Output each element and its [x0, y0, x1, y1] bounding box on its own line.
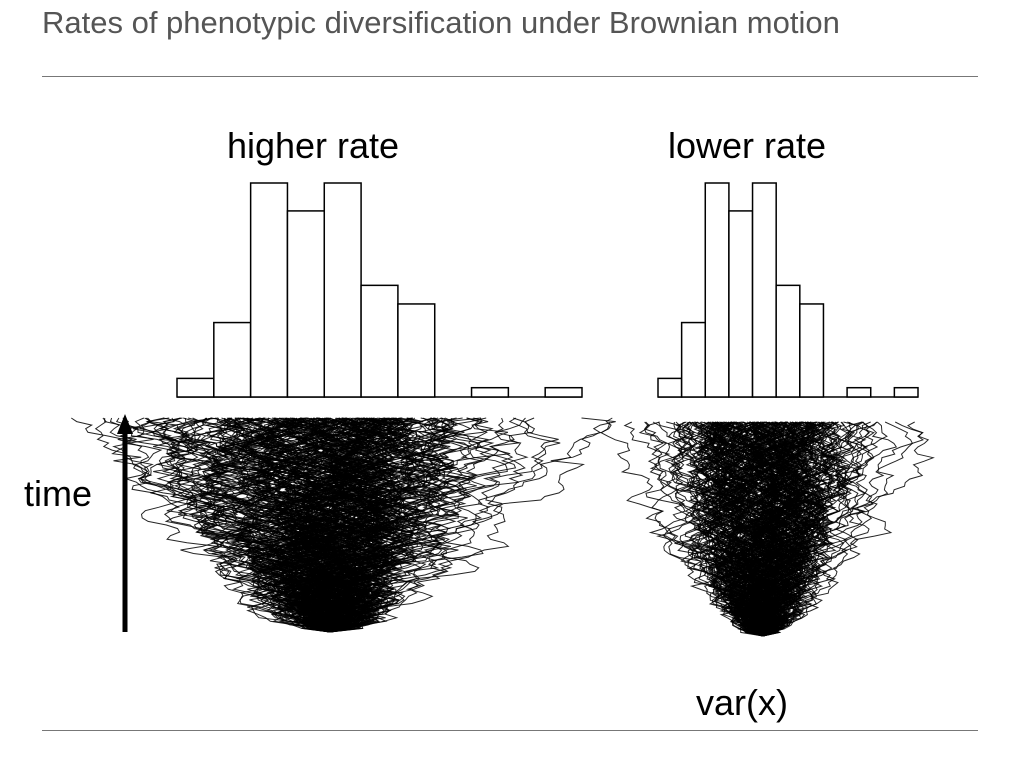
trajectory-path-higher-rate [329, 417, 526, 633]
trajectory-path-higher-rate [325, 417, 480, 633]
trajectory-path-higher-rate [146, 417, 337, 633]
trajectory-path-higher-rate [249, 417, 397, 633]
trajectory-path-higher-rate [329, 417, 457, 633]
trajectory-path-higher-rate [277, 417, 517, 633]
trajectory-path-lower-rate [700, 421, 782, 637]
trajectory-path-lower-rate [703, 421, 764, 637]
trajectory-path-higher-rate [309, 417, 446, 633]
histogram-bar-lower-rate [657, 377, 683, 398]
histogram-bar-lower-rate [704, 182, 730, 398]
trajectory-path-lower-rate [699, 421, 792, 637]
panel-label-lower-rate: lower rate [668, 125, 826, 166]
trajectory-path-higher-rate [249, 417, 367, 633]
trajectory-path-lower-rate [726, 421, 820, 637]
histogram-bar-lower-rate [799, 303, 825, 398]
trajectory-path-lower-rate [710, 421, 764, 637]
histogram-bar-higher-rate [397, 303, 436, 398]
trajectory-path-lower-rate [739, 421, 830, 637]
trajectory-path-lower-rate [762, 421, 874, 637]
panel-label-higher-rate: higher rate [227, 125, 399, 166]
trajectory-path-lower-rate [760, 421, 831, 637]
histogram-higher-rate [176, 182, 583, 398]
trajectory-path-lower-rate [762, 421, 924, 637]
trajectory-path-higher-rate [204, 417, 380, 633]
trajectory-path-lower-rate [732, 421, 847, 637]
trajectory-path-higher-rate [273, 417, 341, 633]
histogram-bar-higher-rate [286, 210, 326, 398]
histogram-bar-lower-rate [751, 182, 777, 398]
histogram-bar-higher-rate [176, 377, 215, 398]
trajectory-path-higher-rate [257, 417, 364, 633]
trajectory-path-lower-rate [723, 421, 804, 637]
trajectory-path-higher-rate [258, 417, 395, 633]
trajectory-path-higher-rate [168, 417, 371, 633]
trajectory-path-higher-rate [329, 417, 526, 633]
histogram-bar-higher-rate [544, 386, 583, 398]
trajectory-path-lower-rate [713, 421, 787, 637]
footer-divider [42, 730, 978, 731]
histogram-bar-higher-rate [360, 284, 399, 398]
title-divider [42, 76, 978, 77]
histogram-lower-rate [657, 182, 919, 398]
trajectory-path-lower-rate [762, 421, 836, 637]
time-arrow-icon [117, 414, 133, 434]
trajectories-lower-rate [600, 421, 935, 637]
trajectory-path-lower-rate [761, 421, 837, 637]
trajectory-path-lower-rate [738, 421, 819, 637]
histogram-bar-higher-rate [249, 182, 289, 398]
trajectory-path-higher-rate [163, 417, 331, 633]
histogram-bar-higher-rate [213, 321, 252, 398]
trajectory-path-higher-rate [279, 417, 402, 633]
histogram-bar-lower-rate [728, 210, 754, 398]
trajectory-path-higher-rate [294, 417, 407, 633]
trajectory-path-lower-rate [744, 421, 828, 637]
trajectory-path-higher-rate [242, 417, 334, 633]
slide-title: Rates of phenotypic diversification unde… [42, 5, 840, 40]
trajectory-path-lower-rate [692, 421, 768, 637]
trajectory-path-higher-rate [109, 417, 348, 633]
trajectory-path-lower-rate [759, 421, 828, 637]
histogram-bar-lower-rate [846, 386, 872, 398]
trajectory-path-lower-rate [754, 421, 790, 637]
trajectory-path-lower-rate [762, 421, 828, 637]
trajectory-path-higher-rate [153, 417, 348, 633]
histogram-bar-lower-rate [893, 386, 919, 398]
time-axis-label: time [24, 473, 92, 514]
trajectory-path-lower-rate [721, 421, 778, 637]
histogram-bar-higher-rate [470, 386, 510, 398]
variance-label: var(x) [696, 682, 788, 723]
trajectory-path-higher-rate [260, 417, 343, 633]
trajectory-path-higher-rate [276, 417, 409, 633]
trajectories-higher-rate [71, 417, 616, 633]
trajectory-path-higher-rate [292, 417, 367, 633]
histogram-bar-higher-rate [323, 182, 362, 398]
trajectory-path-lower-rate [724, 421, 785, 637]
histogram-bar-lower-rate [775, 284, 801, 398]
histogram-bar-lower-rate [680, 321, 707, 398]
trajectory-path-higher-rate [317, 417, 413, 633]
